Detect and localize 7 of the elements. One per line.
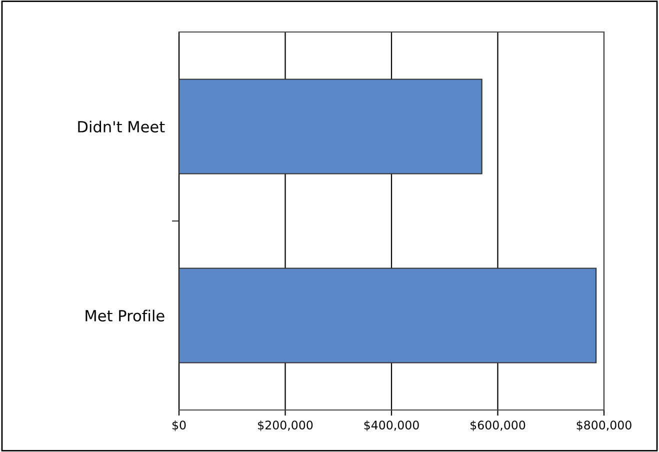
x-tick-label: $200,000 (258, 420, 313, 432)
x-tick-label: $600,000 (470, 420, 526, 432)
x-tick-label: $400,000 (364, 420, 419, 432)
x-tick-label: $800,000 (576, 420, 632, 432)
y-tick-label: Didn't Meet (78, 120, 165, 133)
x-tick-label: $0 (172, 420, 186, 432)
y-tick-label: Met Profile (86, 310, 164, 322)
